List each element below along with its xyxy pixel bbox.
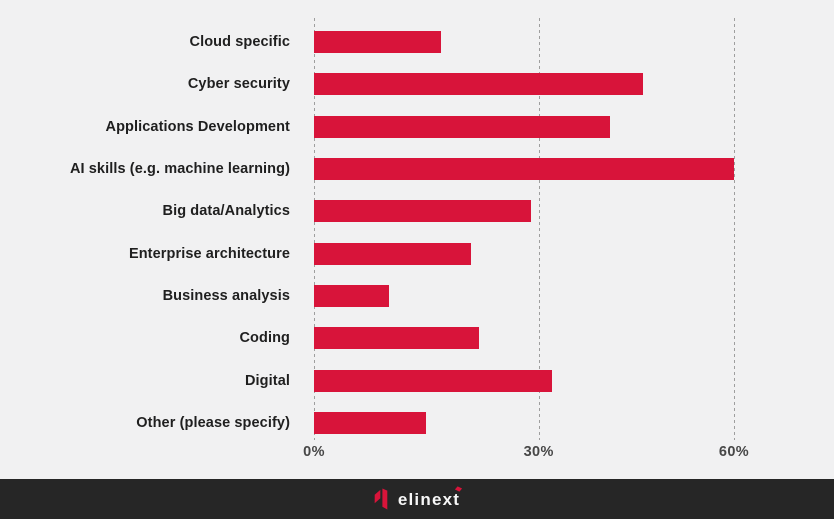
category-label: Big data/Analytics (162, 203, 290, 220)
chart-row: Digital (0, 359, 834, 401)
bar-track (314, 200, 834, 223)
chart-row: AI skills (e.g. machine learning) (0, 148, 834, 190)
x-axis: 0% 30% 60% (0, 444, 834, 464)
category-label: Other (please specify) (136, 414, 290, 431)
bar (314, 31, 442, 54)
bar (314, 284, 389, 307)
chart-row: Big data/Analytics (0, 190, 834, 232)
category-label: Enterprise architecture (128, 245, 290, 262)
elinext-logo-icon (374, 488, 388, 510)
bar (314, 327, 479, 350)
bar-track (314, 73, 834, 96)
elinext-wordmark: elinext (397, 485, 463, 509)
bar-track (314, 284, 834, 307)
x-tick-label: 60% (718, 444, 750, 460)
bar (314, 200, 532, 223)
category-label: Digital (244, 372, 290, 389)
bar (314, 411, 427, 434)
chart-row: Other (please specify) (0, 402, 834, 444)
category-label: Business analysis (162, 287, 290, 304)
bar-track (314, 158, 834, 181)
chart-row: Cloud specific (0, 21, 834, 63)
category-label: Coding (239, 330, 290, 347)
bar (314, 73, 643, 96)
bar (314, 369, 552, 392)
category-label: AI skills (e.g. machine learning) (69, 161, 290, 178)
x-tick-label: 0% (303, 444, 325, 460)
bar-rows: Cloud specific Cyber security Applications… (0, 21, 834, 444)
gridline-30 (538, 18, 540, 440)
bar (314, 115, 611, 138)
category-label: Applications Development (105, 118, 290, 135)
chart-row: Coding (0, 317, 834, 359)
bar (314, 242, 472, 265)
gridline-60 (734, 18, 735, 440)
footer-bar: elinext (0, 479, 834, 519)
elinext-wordmark-text: elinext (397, 489, 461, 509)
chart-row: Applications Development (0, 106, 834, 148)
logo-t-accent-mark (455, 485, 463, 492)
chart-row: Cyber security (0, 63, 834, 105)
bar-track (314, 115, 834, 138)
chart-row: Enterprise architecture (0, 232, 834, 274)
bar-track (314, 369, 834, 392)
elinext-logo: elinext (374, 485, 463, 512)
chart-row: Business analysis (0, 275, 834, 317)
gridlines (314, 18, 735, 440)
bar-track (314, 242, 834, 265)
bar (314, 158, 734, 181)
x-tick-label: 30% (523, 444, 554, 460)
category-label: Cyber security (187, 76, 290, 93)
bar-track (314, 411, 834, 434)
gridline-0 (314, 18, 315, 440)
bar-track (314, 31, 834, 54)
category-label: Cloud specific (189, 34, 290, 51)
bar-track (314, 327, 834, 350)
